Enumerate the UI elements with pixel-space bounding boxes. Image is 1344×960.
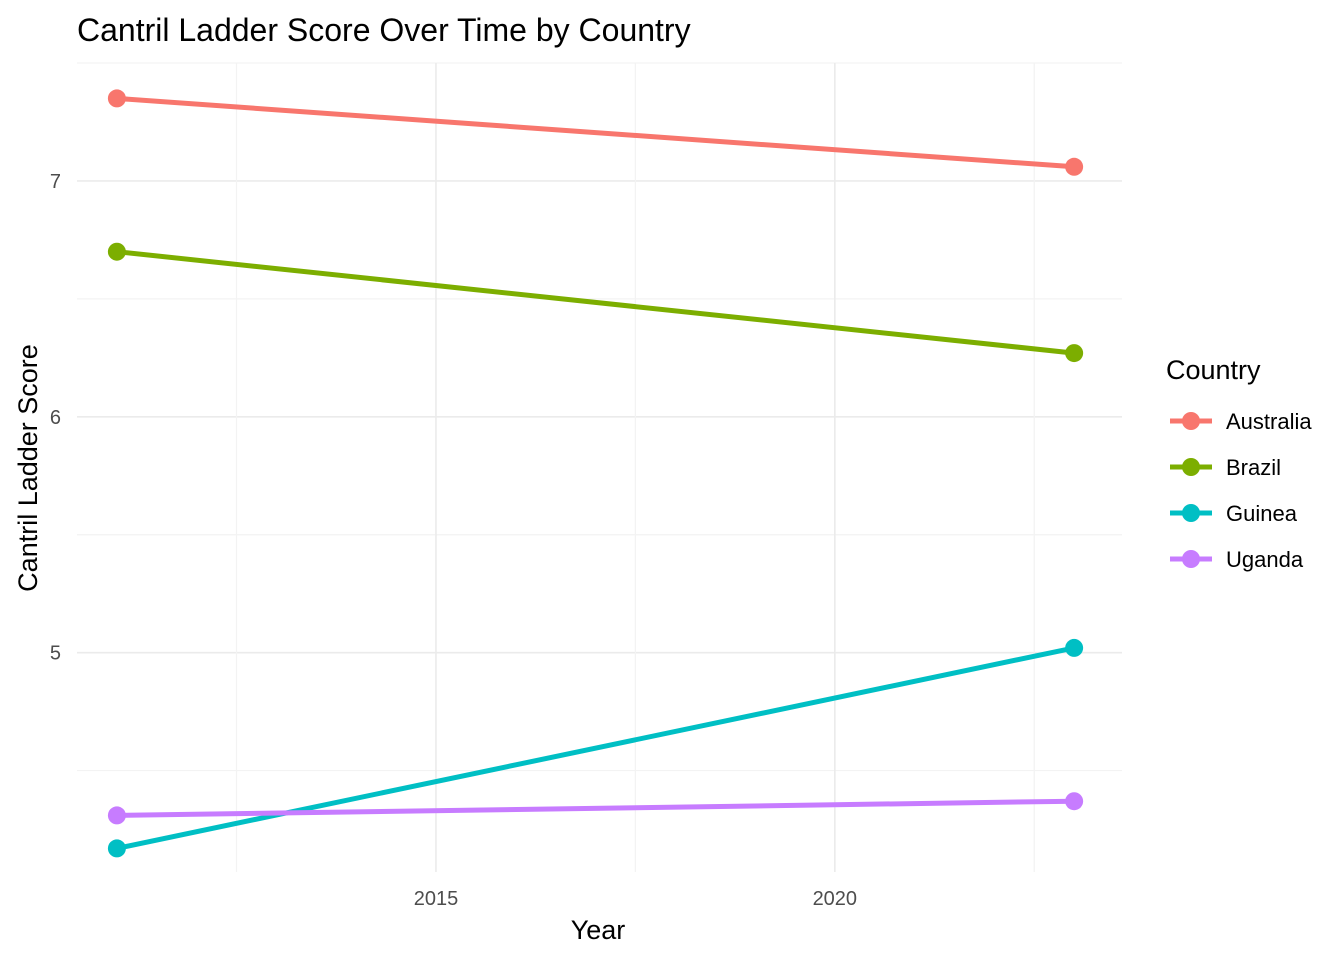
x-tick-label: 2015 — [414, 888, 459, 910]
x-axis-ticks: 2015 2020 — [414, 888, 857, 910]
y-axis-title: Cantril Ladder Score — [13, 344, 43, 592]
data-point-uganda — [107, 806, 126, 825]
series-line-guinea — [116, 645, 1075, 851]
series-group — [107, 89, 1084, 858]
data-point-brazil — [107, 242, 126, 261]
y-axis-ticks: 5 6 7 — [50, 171, 61, 665]
legend-label-australia: Australia — [1226, 409, 1312, 434]
legend-key-brazil — [1170, 458, 1212, 476]
legend-label-uganda: Uganda — [1226, 547, 1304, 572]
series-line-australia — [116, 95, 1075, 170]
legend-title: Country — [1166, 355, 1261, 385]
x-tick-label: 2020 — [813, 888, 858, 910]
legend: Country Australia Brazil Guinea Uganda — [1166, 355, 1312, 572]
y-tick-label: 7 — [50, 171, 61, 193]
legend-key-uganda — [1170, 550, 1212, 568]
x-axis-title: Year — [571, 915, 626, 945]
legend-key-guinea — [1170, 504, 1212, 522]
legend-label-brazil: Brazil — [1226, 455, 1281, 480]
y-tick-label: 5 — [50, 643, 61, 665]
grid-lines — [77, 62, 1122, 872]
chart-title: Cantril Ladder Score Over Time by Countr… — [77, 12, 691, 48]
series-line-brazil — [116, 249, 1075, 356]
series-line-uganda — [116, 798, 1075, 818]
legend-key-australia — [1170, 412, 1212, 430]
data-point-brazil — [1065, 344, 1084, 363]
data-point-guinea — [1065, 638, 1084, 657]
data-point-uganda — [1065, 792, 1084, 811]
data-point-australia — [1065, 157, 1084, 176]
y-tick-label: 6 — [50, 407, 61, 429]
data-point-guinea — [107, 839, 126, 858]
data-point-australia — [107, 89, 126, 108]
legend-label-guinea: Guinea — [1226, 501, 1298, 526]
